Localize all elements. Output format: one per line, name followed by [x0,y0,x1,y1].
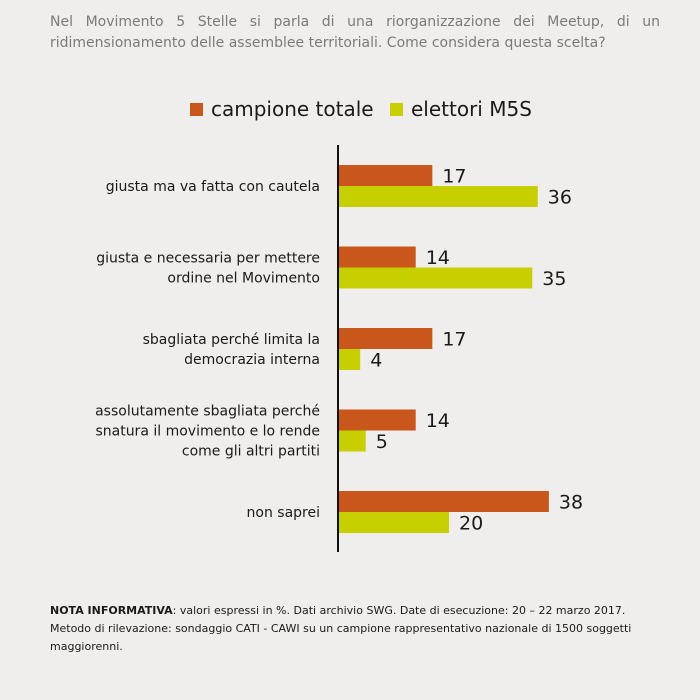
value-label-campione: 38 [559,492,583,514]
legend-swatch-m5s [390,102,403,116]
bar-campione [338,409,416,431]
chart-legend: campione totale elettori M5S [0,97,700,127]
value-label-campione: 17 [442,329,466,351]
value-label-m5s: 35 [542,268,566,290]
survey-question: Nel Movimento 5 Stelle si parla di una r… [50,14,660,51]
legend-label-m5s: elettori M5S [411,97,532,121]
bar-m5s [338,267,533,289]
value-label-m5s: 36 [548,187,572,209]
bar-m5s [338,512,449,533]
value-label-m5s: 20 [459,513,483,535]
info-note: NOTA INFORMATIVA: valori espressi in %. … [50,602,660,656]
note-label: NOTA INFORMATIVA [50,604,173,617]
value-label-campione: 14 [426,410,450,432]
bar-m5s [338,349,361,370]
legend-item-campione: campione totale [190,97,374,121]
category-label: giusta e necessaria per mettere ordine ne… [96,251,320,287]
legend-label-campione: campione totale [211,97,374,121]
value-label-campione: 14 [426,247,450,269]
bar-campione [338,491,549,512]
category-label: sbagliata perché limita la democrazia int… [143,332,320,368]
value-label-campione: 17 [442,166,466,188]
bar-campione [338,165,433,186]
legend-swatch-campione [190,102,203,116]
category-label: giusta ma va fatta con cautela [106,179,320,195]
bar-m5s [338,430,366,452]
value-label-m5s: 5 [376,431,388,453]
note-text: : valori espressi in %. Dati archivio SW… [50,604,632,653]
category-label: assolutamente sbagliata perché snatura il… [95,404,320,460]
category-label: non saprei [247,505,320,521]
bar-m5s [338,186,538,207]
bar-campione [338,246,416,268]
legend-item-m5s: elettori M5S [390,97,532,121]
value-label-m5s: 4 [370,350,382,372]
bar-campione [338,328,433,349]
